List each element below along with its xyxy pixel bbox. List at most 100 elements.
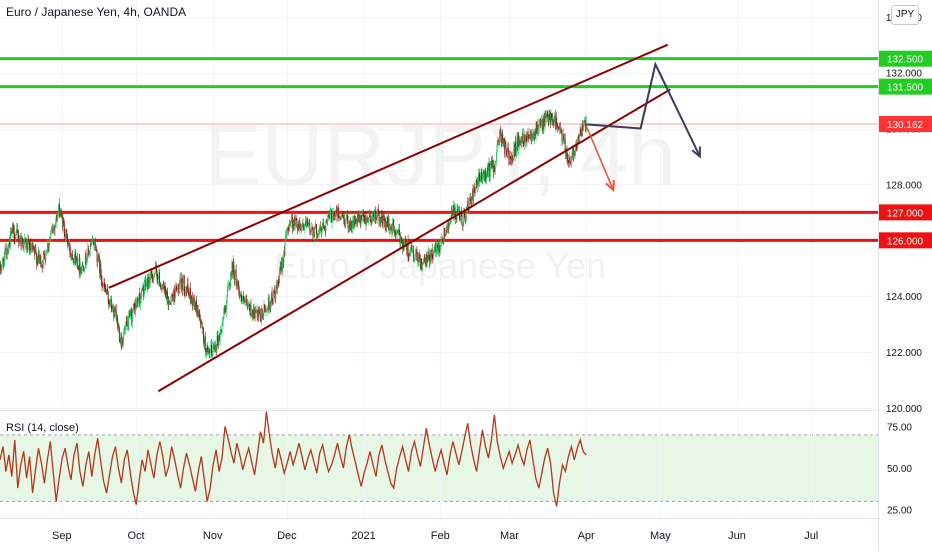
currency-badge[interactable]: JPY	[891, 5, 919, 25]
candle-body	[541, 121, 542, 125]
candle-body	[270, 302, 271, 308]
candle-body	[285, 243, 286, 256]
candle-body	[64, 234, 65, 239]
candle-body	[141, 290, 142, 298]
candle-body	[145, 286, 146, 287]
candle-body	[53, 228, 54, 233]
candle-body	[86, 262, 87, 264]
candle-body	[66, 230, 67, 235]
candle-body	[463, 214, 464, 223]
candle-body	[388, 219, 389, 230]
candle-body	[102, 281, 103, 286]
candle-body	[65, 238, 66, 239]
candle-body	[17, 229, 18, 232]
candle-body	[104, 282, 105, 288]
candle-body	[235, 271, 236, 280]
candle-body	[72, 254, 73, 260]
candle-body	[433, 252, 434, 258]
candle-body	[513, 159, 514, 160]
chart-title: Euro / Japanese Yen, 4h, OANDA	[6, 5, 186, 19]
candle-body	[575, 150, 576, 154]
candle-body	[304, 226, 305, 230]
candle-body	[217, 336, 218, 341]
candle-body	[90, 244, 91, 251]
support-level-label: 127.000	[887, 208, 924, 219]
candle-body	[63, 219, 64, 222]
candle-body	[319, 233, 320, 235]
candle-body	[70, 253, 71, 254]
price-tick-label: 120.000	[886, 404, 923, 415]
candle-body	[304, 226, 305, 227]
candle-body	[364, 216, 365, 217]
candle-body	[220, 333, 221, 341]
candle-body	[140, 298, 141, 305]
candle-body	[341, 213, 342, 217]
candle-body	[116, 310, 117, 318]
candle-body	[490, 165, 491, 176]
candle-body	[355, 221, 356, 223]
candle-body	[314, 228, 315, 238]
candle-body	[136, 303, 137, 307]
candle-body	[452, 210, 453, 213]
candle-body	[15, 235, 16, 241]
candle-body	[424, 257, 425, 262]
candle-body	[470, 198, 471, 200]
candle-body	[13, 226, 14, 228]
candle-body	[327, 216, 328, 221]
candle-body	[447, 228, 448, 232]
candle-body	[338, 208, 339, 212]
candle-body	[8, 246, 9, 252]
support-level-label: 126.000	[887, 236, 924, 247]
candle-body	[354, 216, 355, 221]
candle-body	[324, 227, 325, 229]
candle-body	[285, 235, 286, 243]
candle-body	[212, 346, 213, 355]
candle-body	[222, 321, 223, 327]
candle-body	[551, 113, 552, 117]
candle-body	[299, 223, 300, 228]
candle-body	[390, 229, 391, 230]
candle-body	[64, 222, 65, 234]
candle-body	[561, 130, 562, 131]
candle-body	[286, 232, 287, 234]
candle-body	[500, 130, 501, 139]
candle-body	[25, 239, 26, 242]
rsi-indicator-label[interactable]: RSI (14, close)	[6, 422, 79, 434]
resistance-level-label: 132.500	[887, 55, 924, 66]
rsi-tick-label: 25.00	[887, 506, 912, 517]
candle-body	[242, 300, 243, 302]
price-tick-label: 122.000	[886, 348, 923, 359]
candle-body	[557, 126, 558, 127]
last-price-label: 130.162	[887, 120, 924, 131]
candle-body	[58, 213, 59, 216]
candle-body	[192, 298, 193, 306]
candle-body	[349, 227, 350, 228]
candle-body	[469, 198, 470, 211]
candle-body	[307, 219, 308, 223]
candle-body	[165, 288, 166, 291]
candle-body	[50, 233, 51, 237]
candle-body	[179, 285, 180, 294]
candle-body	[482, 172, 483, 178]
candle-body	[434, 250, 435, 252]
candle-body	[401, 240, 402, 242]
time-tick-label: Jul	[804, 530, 818, 542]
candle-body	[272, 293, 273, 301]
candle-body	[496, 152, 497, 161]
candle-body	[413, 250, 414, 261]
candle-body	[434, 246, 435, 249]
candle-body	[87, 258, 88, 262]
candle-body	[17, 232, 18, 236]
candle-body	[197, 305, 198, 313]
candle-body	[410, 249, 411, 255]
candle-body	[228, 287, 229, 288]
candle-body	[239, 297, 240, 298]
candle-body	[134, 304, 135, 306]
candle-body	[22, 241, 23, 246]
candle-body	[67, 235, 68, 245]
candle-body	[223, 319, 224, 321]
candle-body	[259, 312, 260, 314]
candle-body	[274, 291, 275, 294]
